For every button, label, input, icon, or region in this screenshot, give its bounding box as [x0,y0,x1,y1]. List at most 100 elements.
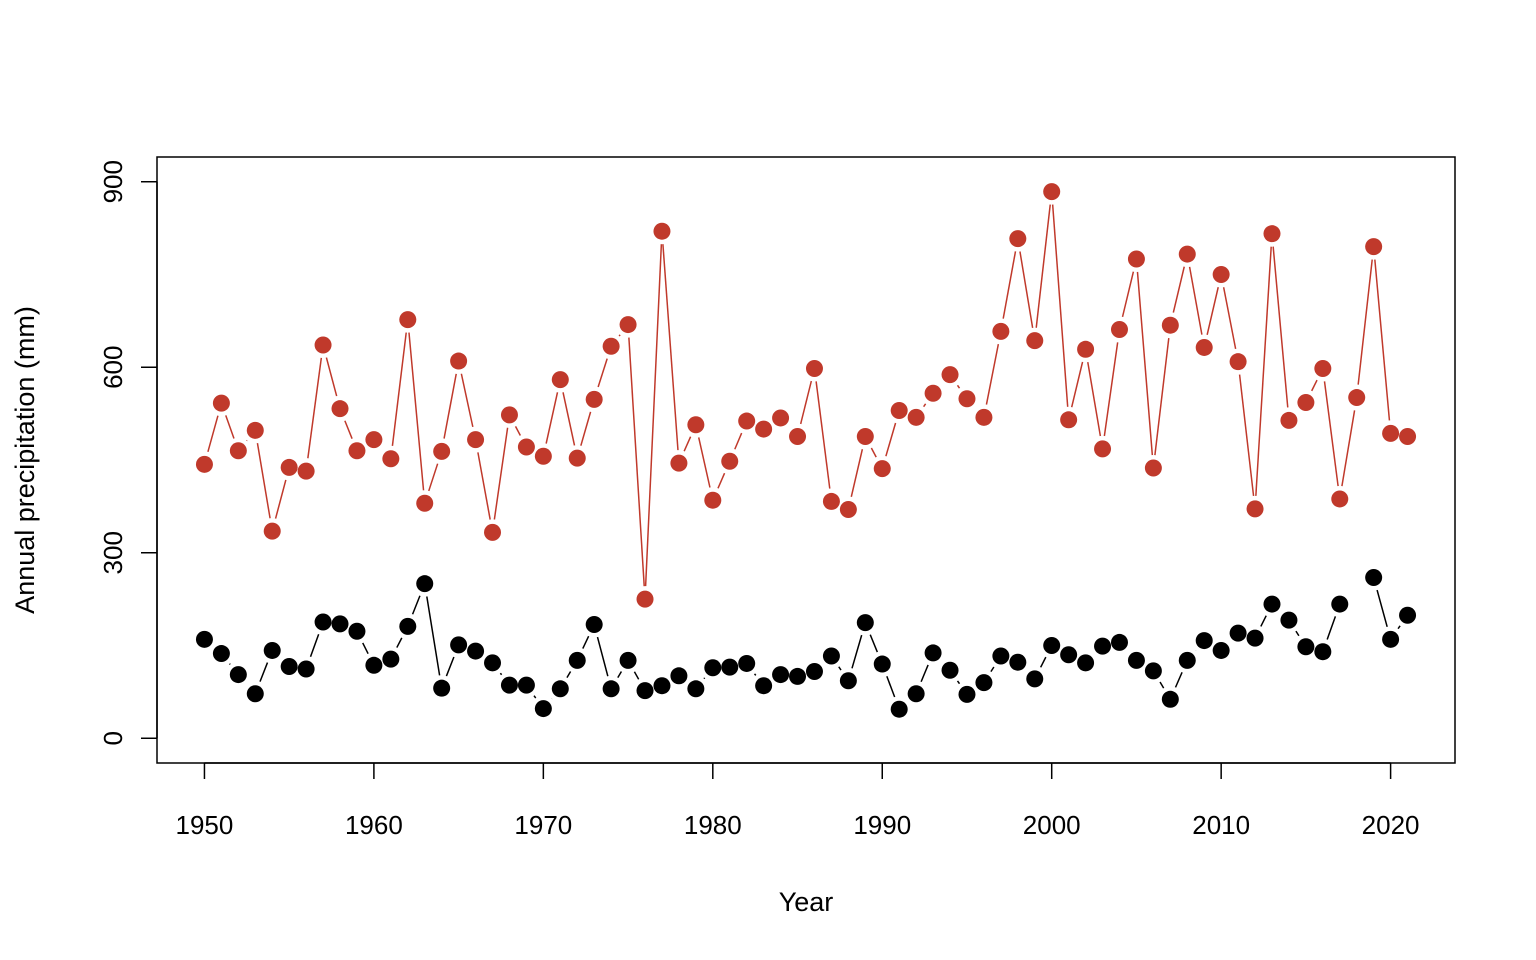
data-point [195,630,213,648]
series-1 [195,183,1417,608]
data-point [263,641,281,659]
data-point [1331,490,1349,508]
series-segment [396,637,403,648]
data-point [873,655,891,673]
y-tick-label: 600 [98,346,128,389]
data-point [1144,662,1162,680]
series-segment [885,422,897,457]
series-segment [1035,204,1051,328]
series-segment [1341,410,1356,487]
series-segment [443,373,457,439]
data-point [1365,568,1383,586]
data-point [1263,595,1281,613]
data-point [433,679,451,697]
data-point [517,676,535,694]
series-segment [259,662,269,682]
series-segment [1376,589,1388,627]
data-point [1195,338,1213,356]
data-point [1009,230,1027,248]
series-segment [703,677,706,680]
data-point [856,614,874,632]
x-axis-title: Year [779,887,834,917]
series-segment [580,411,592,446]
data-point [585,390,603,408]
series-segment [1121,271,1135,318]
series-segment [493,427,509,520]
series-segment [460,373,474,428]
series-segment [1039,656,1047,668]
data-point [348,622,366,640]
data-point [1280,611,1298,629]
data-point [331,400,349,418]
data-point [670,667,688,685]
series-segment [596,636,609,677]
data-point [619,316,637,334]
data-point [721,658,739,676]
series-segment [225,415,235,439]
data-point [941,661,959,679]
series-segment [753,673,757,676]
series-segment [920,664,929,683]
data-point [636,682,654,700]
series-segment [985,343,1000,405]
series-segment [617,671,623,679]
series-segment [207,415,219,452]
data-point [653,222,671,240]
series-layer [195,183,1417,718]
data-point [517,438,535,456]
data-point [1043,183,1061,201]
data-point [704,659,722,677]
x-tick-label: 2010 [1192,810,1250,840]
data-point [738,412,756,430]
data-point [789,667,807,685]
data-point [246,421,264,439]
data-point [1077,654,1095,672]
series-segment [1087,362,1102,437]
data-point [450,352,468,370]
y-axis-title: Annual precipitation (mm) [10,306,40,614]
data-point [1127,250,1145,268]
data-point [484,523,502,541]
data-point [500,406,518,424]
data-point [958,390,976,408]
series-segment [734,432,743,450]
data-point [975,674,993,692]
series-segment [633,671,640,680]
data-point [772,666,790,684]
x-tick-label: 1980 [684,810,742,840]
data-point [839,672,857,690]
data-point [568,651,586,669]
data-point [314,336,332,354]
data-point [450,636,468,654]
data-point [331,615,349,633]
series-segment [838,666,842,671]
data-point [1382,424,1400,442]
data-point [822,492,840,510]
data-point [1382,630,1400,648]
data-point [585,615,603,633]
series-segment [562,392,576,446]
series-segment [1222,287,1237,350]
series-segment [477,452,491,520]
series-segment [1255,246,1272,496]
data-point [416,575,434,593]
data-point [229,442,247,460]
data-point [297,462,315,480]
series-segment [1103,342,1119,437]
data-point [1178,245,1196,263]
data-point [365,431,383,449]
series-segment [566,671,572,679]
data-point [399,617,417,635]
series-segment [869,634,879,653]
data-point [890,402,908,420]
series-segment [533,695,537,699]
data-point [704,491,722,509]
series-segment [956,384,961,389]
series-segment [1206,286,1219,335]
data-point [1399,428,1417,446]
series-segment [644,244,663,587]
series-segment [228,663,231,665]
data-point [602,680,620,698]
series-segment [1374,259,1391,421]
